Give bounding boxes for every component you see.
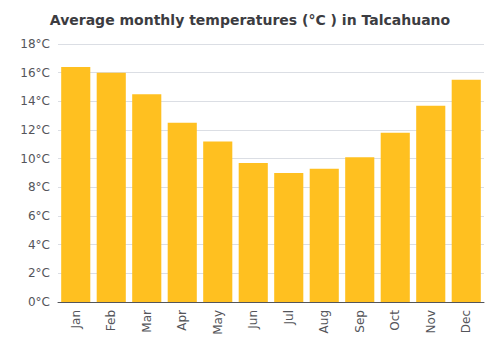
svg-text:Mar: Mar (140, 310, 154, 333)
svg-text:Average monthly temperatures (: Average monthly temperatures (°C ) in Ta… (50, 12, 451, 28)
svg-text:Jul: Jul (282, 310, 296, 325)
svg-text:18°C: 18°C (20, 37, 50, 51)
svg-text:Feb: Feb (104, 310, 118, 331)
svg-text:May: May (211, 310, 225, 335)
svg-text:Oct: Oct (388, 310, 402, 331)
svg-text:Jun: Jun (246, 310, 260, 330)
svg-text:Jan: Jan (69, 310, 83, 330)
svg-text:4°C: 4°C (28, 238, 50, 252)
svg-text:12°C: 12°C (20, 123, 50, 137)
svg-text:10°C: 10°C (20, 152, 50, 166)
svg-text:Nov: Nov (424, 310, 438, 333)
svg-text:Sep: Sep (353, 310, 367, 333)
svg-text:16°C: 16°C (20, 66, 50, 80)
svg-text:2°C: 2°C (28, 266, 50, 280)
svg-text:0°C: 0°C (28, 295, 50, 309)
svg-text:14°C: 14°C (20, 94, 50, 108)
svg-text:6°C: 6°C (28, 209, 50, 223)
svg-text:Aug: Aug (317, 310, 331, 333)
svg-text:8°C: 8°C (28, 180, 50, 194)
svg-text:Apr: Apr (175, 310, 189, 331)
svg-text:Dec: Dec (459, 310, 473, 333)
